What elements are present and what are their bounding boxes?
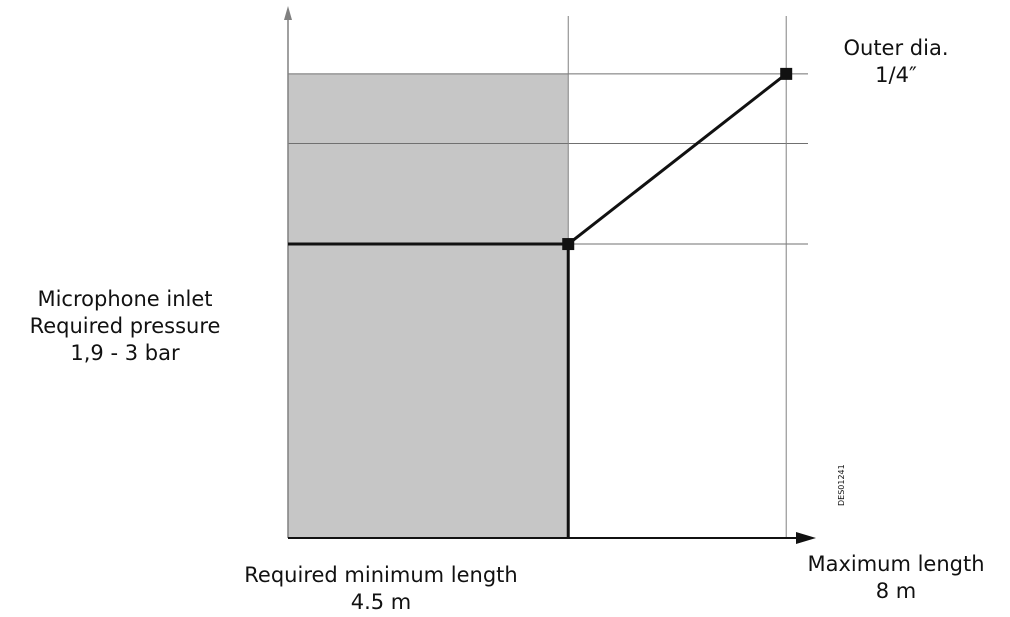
drawing-code: DES01241 [837,464,846,506]
pressure-label-line-2: Required pressure [29,314,221,338]
outer-dia-label: Outer dia. 1/4″ [796,35,996,89]
min-length-label-line-1: Required minimum length [244,563,518,587]
max-length-label-line-1: Maximum length [807,552,985,576]
series-point-1 [780,67,793,80]
series-point-0 [562,238,575,251]
pressure-label-line-3: 1,9 - 3 bar [70,341,180,365]
min-length-label: Required minimum length 4.5 m [193,562,569,616]
series-line [567,72,788,246]
x-axis-arrow [796,532,816,544]
max-length-label-line-2: 8 m [875,579,917,603]
shaded-region [288,73,569,538]
max-length-label: Maximum length 8 m [772,551,1010,605]
pressure-label: Microphone inlet Required pressure 1,9 -… [0,286,250,367]
outer-dia-label-line-1: Outer dia. [843,36,949,60]
y-axis-arrow [284,6,292,20]
outer-dia-label-line-2: 1/4″ [875,63,917,87]
min-length-label-line-2: 4.5 m [350,590,412,614]
pressure-label-line-1: Microphone inlet [37,287,213,311]
